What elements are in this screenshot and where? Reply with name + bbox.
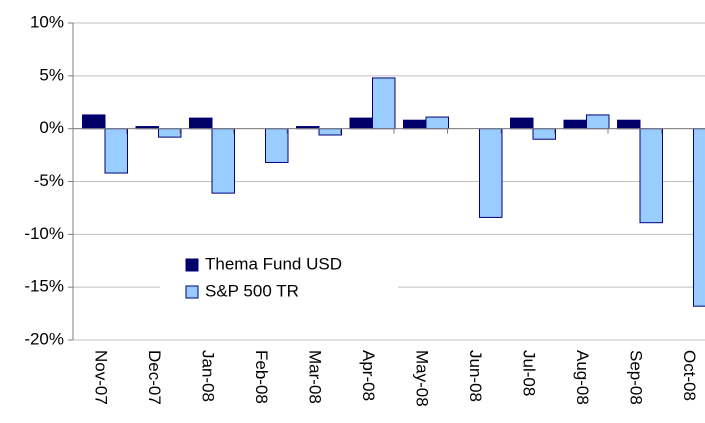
bar bbox=[158, 128, 182, 138]
bar bbox=[403, 119, 427, 130]
bar bbox=[349, 117, 373, 130]
bar bbox=[189, 117, 213, 130]
x-tick-label: Feb-08 bbox=[252, 350, 271, 404]
bar bbox=[211, 128, 235, 194]
x-tick-label: Aug-08 bbox=[573, 350, 592, 405]
y-tick-label: 10% bbox=[30, 12, 64, 31]
y-tick-label: 0% bbox=[39, 118, 64, 137]
axes: -20% -15% -10% -5% 0% 5% 10% Nov-07 Dec-07 Jan-08… bbox=[24, 12, 705, 407]
x-tick-label: Apr-08 bbox=[359, 350, 378, 401]
bar bbox=[563, 119, 587, 130]
y-tick-label: -15% bbox=[24, 277, 64, 296]
bar bbox=[639, 128, 663, 224]
legend-label: S&P 500 TR bbox=[205, 281, 299, 300]
bar bbox=[510, 117, 534, 130]
bar bbox=[479, 128, 503, 218]
y-tick-label: -5% bbox=[34, 171, 64, 190]
bar bbox=[586, 114, 610, 130]
bar bbox=[318, 128, 342, 136]
legend-swatch bbox=[185, 258, 199, 272]
bar bbox=[617, 119, 641, 130]
x-tick-label: Dec-07 bbox=[145, 350, 164, 405]
x-tick-label: Mar-08 bbox=[305, 350, 324, 404]
x-tick-label: Jul-08 bbox=[519, 350, 538, 396]
x-tick-label: Sep-08 bbox=[626, 350, 645, 405]
bar bbox=[265, 128, 289, 163]
bar bbox=[372, 77, 396, 130]
bar bbox=[532, 128, 556, 140]
bar bbox=[104, 128, 128, 174]
x-tick-label: Jan-08 bbox=[198, 350, 217, 402]
x-tick-label: Oct-08 bbox=[680, 350, 699, 401]
legend-swatch bbox=[185, 285, 199, 299]
legend-label: Thema Fund USD bbox=[205, 254, 342, 273]
legend-box bbox=[160, 250, 398, 306]
bar bbox=[693, 128, 705, 307]
x-tick-label: Jun-08 bbox=[466, 350, 485, 402]
bar bbox=[425, 116, 449, 130]
bar bbox=[82, 114, 106, 130]
legend: Thema Fund USD S&P 500 TR bbox=[160, 250, 398, 306]
y-tick-label: -20% bbox=[24, 329, 64, 348]
y-tick-label: 5% bbox=[39, 65, 64, 84]
x-tick-label: May-08 bbox=[412, 350, 431, 407]
x-tick-label: Nov-07 bbox=[91, 350, 110, 405]
y-tick-label: -10% bbox=[24, 224, 64, 243]
